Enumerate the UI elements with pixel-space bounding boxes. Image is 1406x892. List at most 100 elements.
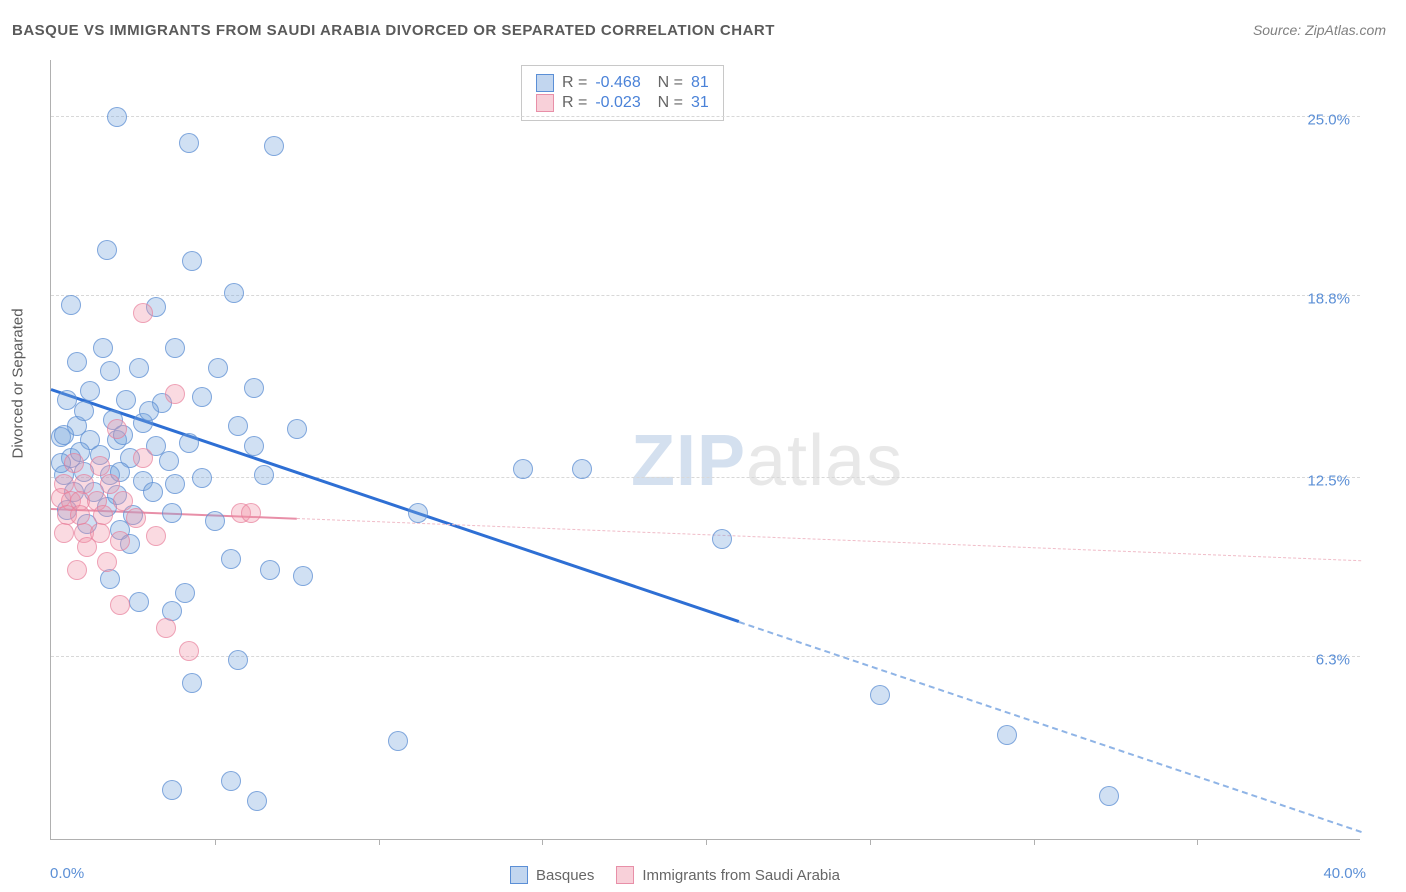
gridline xyxy=(51,116,1360,117)
data-point xyxy=(182,673,202,693)
y-tick-label: 6.3% xyxy=(1316,652,1350,669)
data-point xyxy=(159,451,179,471)
data-point xyxy=(67,352,87,372)
legend-stats-row-2: R = -0.023 N = 31 xyxy=(536,94,709,112)
data-point xyxy=(241,503,261,523)
data-point xyxy=(221,771,241,791)
data-point xyxy=(97,552,117,572)
legend-stats-row-1: R = -0.468 N = 81 xyxy=(536,74,709,92)
trend-line xyxy=(51,388,740,623)
swatch-pink-icon xyxy=(536,94,554,112)
swatch-blue-icon xyxy=(510,866,528,884)
data-point xyxy=(129,358,149,378)
data-point xyxy=(221,549,241,569)
x-tick xyxy=(542,839,543,845)
data-point xyxy=(254,465,274,485)
data-point xyxy=(133,448,153,468)
data-point xyxy=(208,358,228,378)
data-point xyxy=(74,401,94,421)
data-point xyxy=(224,283,244,303)
data-point xyxy=(179,133,199,153)
gridline xyxy=(51,295,1360,296)
data-point xyxy=(165,338,185,358)
data-point xyxy=(712,529,732,549)
x-tick xyxy=(1197,839,1198,845)
data-point xyxy=(54,523,74,543)
legend-item-immigrants: Immigrants from Saudi Arabia xyxy=(616,866,840,884)
data-point xyxy=(182,251,202,271)
y-axis-label: Divorced or Separated xyxy=(10,308,27,458)
data-point xyxy=(192,468,212,488)
data-point xyxy=(61,295,81,315)
data-point xyxy=(162,780,182,800)
data-point xyxy=(107,419,127,439)
x-axis-min-label: 0.0% xyxy=(50,865,84,882)
x-tick xyxy=(706,839,707,845)
data-point xyxy=(126,508,146,528)
data-point xyxy=(77,537,97,557)
data-point xyxy=(870,685,890,705)
swatch-pink-icon xyxy=(616,866,634,884)
data-point xyxy=(64,453,84,473)
gridline xyxy=(51,477,1360,478)
data-point xyxy=(247,791,267,811)
data-point xyxy=(133,303,153,323)
y-tick-label: 12.5% xyxy=(1307,472,1350,489)
data-point xyxy=(129,592,149,612)
chart-plot-area: ZIPatlas R = -0.468 N = 81 R = -0.023 N … xyxy=(50,60,1360,840)
data-point xyxy=(165,384,185,404)
data-point xyxy=(192,387,212,407)
trend-line xyxy=(738,621,1361,833)
data-point xyxy=(228,650,248,670)
data-point xyxy=(100,569,120,589)
data-point xyxy=(110,531,130,551)
data-point xyxy=(93,338,113,358)
data-point xyxy=(116,390,136,410)
data-point xyxy=(293,566,313,586)
watermark: ZIPatlas xyxy=(631,420,903,502)
data-point xyxy=(997,725,1017,745)
data-point xyxy=(244,436,264,456)
swatch-blue-icon xyxy=(536,74,554,92)
data-point xyxy=(139,401,159,421)
data-point xyxy=(54,425,74,445)
y-tick-label: 25.0% xyxy=(1307,111,1350,128)
data-point xyxy=(162,503,182,523)
data-point xyxy=(264,136,284,156)
x-tick xyxy=(379,839,380,845)
x-axis-max-label: 40.0% xyxy=(1323,865,1366,882)
data-point xyxy=(260,560,280,580)
data-point xyxy=(179,433,199,453)
data-point xyxy=(287,419,307,439)
data-point xyxy=(205,511,225,531)
data-point xyxy=(143,482,163,502)
trend-line xyxy=(297,518,1361,561)
data-point xyxy=(107,107,127,127)
data-point xyxy=(513,459,533,479)
data-point xyxy=(146,526,166,546)
legend-item-basques: Basques xyxy=(510,866,594,884)
legend-stats: R = -0.468 N = 81 R = -0.023 N = 31 xyxy=(521,65,724,121)
source-attribution: Source: ZipAtlas.com xyxy=(1253,22,1386,38)
data-point xyxy=(572,459,592,479)
x-tick xyxy=(870,839,871,845)
legend-series: Basques Immigrants from Saudi Arabia xyxy=(510,866,840,884)
data-point xyxy=(175,583,195,603)
data-point xyxy=(228,416,248,436)
data-point xyxy=(408,503,428,523)
data-point xyxy=(388,731,408,751)
data-point xyxy=(67,560,87,580)
data-point xyxy=(100,474,120,494)
data-point xyxy=(1099,786,1119,806)
data-point xyxy=(244,378,264,398)
data-point xyxy=(80,381,100,401)
data-point xyxy=(156,618,176,638)
chart-title: BASQUE VS IMMIGRANTS FROM SAUDI ARABIA D… xyxy=(12,22,775,39)
data-point xyxy=(110,595,130,615)
data-point xyxy=(165,474,185,494)
y-tick-label: 18.8% xyxy=(1307,290,1350,307)
data-point xyxy=(97,240,117,260)
data-point xyxy=(113,491,133,511)
x-tick xyxy=(1034,839,1035,845)
x-tick xyxy=(215,839,216,845)
